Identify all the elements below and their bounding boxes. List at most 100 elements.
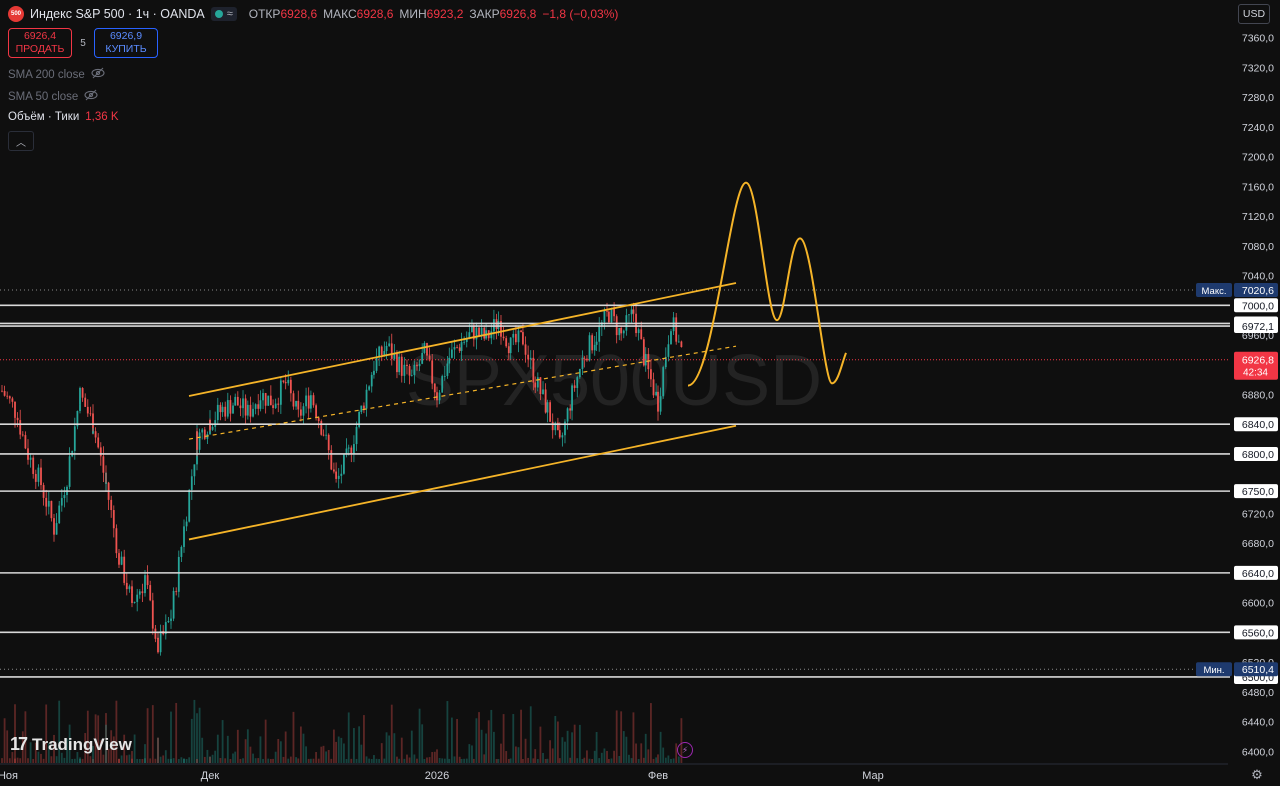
volume-bar <box>198 707 201 763</box>
candle-body <box>426 343 428 356</box>
candle-body <box>118 554 120 565</box>
candle-body <box>667 344 670 357</box>
volume-bar <box>581 758 584 763</box>
symbol-title[interactable]: Индекс S&P 500 · 1ч · OANDA <box>30 7 205 21</box>
candle-body <box>507 346 510 354</box>
volume-bar <box>151 705 154 763</box>
time-axis[interactable]: Ноя Дек 2026 Фев Мар <box>0 763 1228 782</box>
candle-body <box>183 534 185 547</box>
candle-body <box>269 395 272 406</box>
tradingview-logo-icon: 17 <box>10 734 28 754</box>
candle-body <box>58 505 61 524</box>
extreme-label: Макс. <box>1202 286 1227 297</box>
volume-bar <box>453 756 456 763</box>
volume-bar <box>193 699 196 763</box>
channel-lower-line[interactable] <box>188 424 737 541</box>
price-tick-label: 7200,0 <box>1242 152 1274 164</box>
volume-bar <box>557 721 559 763</box>
candle-body <box>566 408 569 422</box>
volume-bar <box>558 758 561 763</box>
volume-bar <box>350 758 353 763</box>
candle-body <box>144 575 146 580</box>
volume-bar <box>120 755 123 763</box>
candle-body <box>193 464 196 477</box>
volume-bar <box>128 754 131 763</box>
candle-body <box>37 467 40 482</box>
candle-body <box>569 408 572 411</box>
tradingview-logo[interactable]: 17 TradingView <box>10 734 132 755</box>
volume-bar <box>123 734 126 763</box>
candle-body <box>272 405 274 409</box>
indicator-volume[interactable]: Объём · Тики 1,36 K <box>8 111 119 123</box>
volume-bar <box>628 754 630 763</box>
volume-bar <box>383 758 386 763</box>
lightning-icon[interactable]: ⚡ <box>677 742 693 758</box>
candle-body <box>307 395 310 409</box>
candle-body <box>262 393 264 401</box>
candle-body <box>433 383 436 393</box>
trend-drawings[interactable] <box>188 181 847 541</box>
currency-selector[interactable]: USD <box>1238 4 1270 24</box>
candle-body <box>363 405 365 409</box>
market-open-icon <box>214 10 223 18</box>
candle-body <box>522 332 524 345</box>
volume-bar <box>297 758 300 763</box>
candle-body <box>141 591 144 594</box>
horizontal-levels[interactable] <box>0 289 1230 678</box>
market-status-pill[interactable]: ≈ <box>210 7 237 21</box>
volume-bar <box>47 743 50 763</box>
buy-button[interactable]: 6926,9 КУПИТЬ <box>94 28 158 58</box>
volume-bar <box>408 757 411 763</box>
volume-bar <box>650 703 652 763</box>
eye-hidden-icon[interactable] <box>84 89 98 104</box>
candle-body <box>136 594 139 602</box>
forecast-path[interactable] <box>687 181 847 387</box>
channel-upper-line[interactable] <box>188 282 737 397</box>
volume-bar <box>652 758 655 763</box>
volume-bar <box>14 704 16 763</box>
volume-bar <box>502 714 505 763</box>
volume-bar <box>505 751 508 763</box>
volume-bar <box>302 733 305 763</box>
candle-body <box>502 336 505 339</box>
candle-body <box>512 333 515 338</box>
volume-bar <box>118 758 120 763</box>
candle-body <box>73 426 76 451</box>
volume-bar <box>630 758 633 763</box>
candle-body <box>672 317 675 332</box>
candle-body <box>573 385 576 388</box>
candle-body <box>259 400 262 409</box>
candle-body <box>312 395 315 406</box>
volume-bar <box>322 745 325 763</box>
price-axis[interactable]: 7360,0 7320,0 7280,0 7240,0 7200,0 7160,0 7120… <box>1196 0 1280 764</box>
candle-body <box>378 346 381 358</box>
volume-bar <box>640 743 643 763</box>
indicator-sma50[interactable]: SMA 50 close <box>8 89 98 104</box>
collapse-legend-button[interactable]: ︿ <box>8 131 34 151</box>
sell-button[interactable]: 6926,4 ПРОДАТЬ <box>8 28 72 58</box>
gear-icon[interactable]: ⚙ <box>1251 767 1263 782</box>
candle-body <box>403 364 406 376</box>
candle-body <box>544 389 547 413</box>
candle-body <box>239 405 242 409</box>
candle-body <box>410 375 413 376</box>
price-tick-label: 6680,0 <box>1242 538 1274 550</box>
volume-bar <box>549 740 551 763</box>
candle-body <box>201 429 204 433</box>
candlestick-series[interactable] <box>1 302 683 656</box>
eye-hidden-icon[interactable] <box>91 67 105 82</box>
volume-bar <box>542 752 544 763</box>
volume-bar <box>315 752 317 763</box>
volume-bar <box>6 730 9 763</box>
candle-body <box>393 353 396 359</box>
candle-body <box>180 546 183 557</box>
volume-bar <box>480 729 483 763</box>
level-price-tag: 6640,0 <box>1242 568 1274 580</box>
level-price-tag: 6840,0 <box>1242 419 1274 431</box>
volume-bar <box>657 754 659 763</box>
candle-body <box>322 434 325 436</box>
volume-bar <box>465 758 468 763</box>
volume-bar <box>595 731 598 763</box>
indicator-sma200[interactable]: SMA 200 close <box>8 67 105 82</box>
